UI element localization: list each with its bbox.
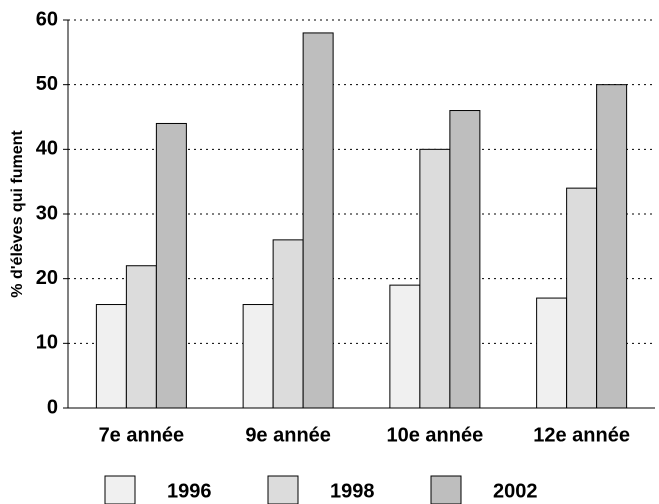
bar (419, 148, 451, 409)
y-tick-label: 0 (47, 396, 58, 418)
x-tick-label: 9e année (245, 424, 331, 446)
legend-swatch (104, 475, 136, 504)
x-tick-label: 7e année (99, 424, 185, 446)
y-tick-label: 60 (36, 8, 58, 30)
x-tick-label: 12e année (533, 424, 630, 446)
legend-swatch (267, 475, 299, 504)
x-tick-label: 10e année (387, 424, 484, 446)
bar (155, 122, 187, 409)
bar (302, 32, 334, 409)
bar (272, 239, 304, 409)
y-axis-label: % d'élèves qui fument (9, 130, 26, 298)
y-tick-label: 20 (36, 267, 58, 289)
y-tick-label: 50 (36, 73, 58, 95)
bar (596, 84, 628, 409)
bar (536, 297, 568, 409)
legend-label: 1998 (330, 480, 375, 502)
bar (95, 304, 127, 409)
legend-label: 2002 (493, 480, 538, 502)
bar (449, 110, 481, 409)
bar (242, 304, 274, 409)
y-tick-label: 30 (36, 202, 58, 224)
bar (389, 284, 421, 409)
legend-swatch (430, 475, 462, 504)
legend-label: 1996 (167, 480, 212, 502)
y-tick-label: 10 (36, 332, 58, 354)
bar (125, 265, 157, 409)
y-tick-label: 40 (36, 138, 58, 160)
bar (566, 187, 598, 409)
